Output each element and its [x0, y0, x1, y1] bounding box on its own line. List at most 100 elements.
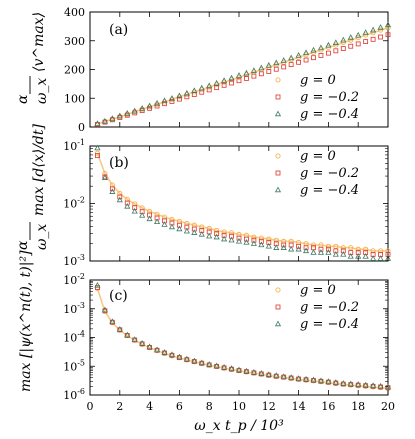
x-axis-label: ω_x t_p / 10³ — [194, 418, 284, 434]
data-point-triangle — [198, 84, 205, 91]
data-point-triangle — [131, 207, 138, 214]
data-point-circle — [281, 238, 287, 244]
data-point-triangle — [235, 72, 243, 78]
panel-c: (c) 10-6 10-5 10-4 10-3 10-2 0 2 4 6 8 10 12 14 16 18… — [18, 250, 395, 434]
data-point-triangle — [161, 97, 168, 104]
data-point-square — [273, 66, 279, 72]
data-point-triangle — [273, 244, 280, 250]
data-point-triangle — [302, 375, 310, 382]
panel-c-curves — [96, 288, 389, 390]
data-point-triangle — [198, 359, 205, 366]
data-point-circle — [363, 246, 369, 252]
data-point-triangle — [355, 381, 362, 387]
data-point-triangle — [101, 117, 108, 124]
legend-entry: g = 0 — [300, 283, 336, 298]
panel-b-ylabel-num: α — [15, 240, 31, 250]
data-point-square — [325, 246, 331, 252]
y-tick-label: 400 — [64, 6, 85, 19]
panel-b-curves — [96, 152, 388, 252]
data-point-triangle — [340, 251, 347, 257]
x-tick-label: 8 — [206, 400, 213, 413]
data-point-circle — [340, 245, 346, 251]
data-point-triangle — [288, 374, 295, 380]
panel-b: (b) 10-3 10-2 10-1 g = 0 g = −0.2 g = −0.4 α… — [15, 123, 392, 268]
data-point-triangle — [176, 353, 183, 360]
data-point-triangle — [153, 218, 161, 225]
data-point-triangle — [109, 115, 116, 121]
data-point-circle — [325, 243, 331, 249]
data-point-circle — [229, 230, 235, 236]
data-point-circle — [124, 196, 130, 202]
data-point-circle — [355, 246, 361, 252]
data-point-triangle — [265, 242, 272, 249]
panel-a-ylabel-rest: ⟨v^max⟩ — [31, 12, 47, 72]
legend-marker-circle — [275, 153, 281, 159]
panel-a-y-ticks: 0 100 200 300 400 — [64, 6, 388, 134]
x-tick-label: 4 — [146, 400, 153, 413]
data-point-triangle — [325, 249, 332, 255]
data-point-triangle — [243, 69, 250, 76]
data-point-square — [236, 235, 242, 241]
data-point-triangle — [250, 240, 257, 246]
data-point-square — [288, 62, 294, 68]
x-tick-label: 0 — [87, 400, 94, 413]
data-point-triangle — [228, 236, 235, 243]
data-point-triangle — [325, 41, 332, 48]
data-point-triangle — [116, 326, 123, 332]
data-point-circle — [348, 245, 354, 251]
data-point-triangle — [347, 380, 354, 387]
data-point-square — [169, 99, 175, 104]
x-tick-label: 2 — [116, 400, 123, 413]
data-point-triangle — [124, 110, 131, 116]
data-point-square — [363, 39, 369, 45]
data-point-triangle — [273, 372, 280, 378]
data-point-circle — [385, 248, 391, 254]
data-point-triangle — [139, 105, 146, 111]
data-point-square — [340, 248, 346, 254]
data-point-triangle — [265, 62, 272, 68]
legend-entry: g = −0.4 — [300, 107, 359, 122]
data-point-square — [251, 237, 257, 243]
data-point-triangle — [94, 120, 101, 127]
panel-c-markers — [94, 281, 392, 391]
legend-entry: g = 0 — [300, 73, 336, 88]
data-point-circle — [117, 190, 123, 196]
data-point-circle — [385, 25, 391, 31]
data-point-circle — [214, 227, 220, 233]
data-point-square — [281, 242, 287, 248]
panel-c-y-ticks: 10-6 10-5 10-4 10-3 10-2 — [63, 272, 388, 402]
data-point-circle — [221, 229, 227, 235]
data-point-triangle — [168, 95, 176, 101]
y-tick-label: 10-6 — [63, 387, 85, 402]
data-point-triangle — [161, 221, 168, 227]
data-point-square — [303, 57, 309, 63]
data-point-square — [333, 248, 339, 254]
panel-b-markers — [94, 144, 392, 261]
y-tick-label: 10-1 — [63, 138, 85, 153]
legend-entry: g = 0 — [300, 149, 336, 164]
data-point-triangle — [131, 336, 138, 342]
data-point-triangle — [221, 363, 228, 370]
data-point-triangle — [265, 371, 272, 377]
data-point-square — [340, 46, 346, 51]
data-point-triangle — [370, 26, 377, 33]
data-point-circle — [310, 50, 316, 56]
data-point-square — [236, 78, 242, 84]
panel-b-ylabel-rest: max [d⟨x⟩/dt] — [31, 123, 47, 216]
data-point-square — [147, 105, 153, 111]
data-point-square — [370, 36, 376, 42]
data-point-triangle — [101, 174, 108, 180]
data-point-triangle — [347, 34, 354, 40]
data-point-circle — [333, 243, 339, 249]
data-point-triangle — [310, 46, 317, 53]
data-point-circle — [333, 42, 339, 48]
data-point-square — [318, 246, 324, 252]
data-point-triangle — [295, 245, 302, 252]
data-point-square — [258, 238, 264, 244]
data-point-triangle — [340, 380, 347, 386]
data-point-triangle — [146, 343, 153, 350]
y-tick-label: 10-3 — [63, 301, 85, 316]
data-point-square — [296, 59, 302, 65]
data-point-triangle — [191, 357, 198, 364]
data-point-triangle — [228, 365, 235, 371]
